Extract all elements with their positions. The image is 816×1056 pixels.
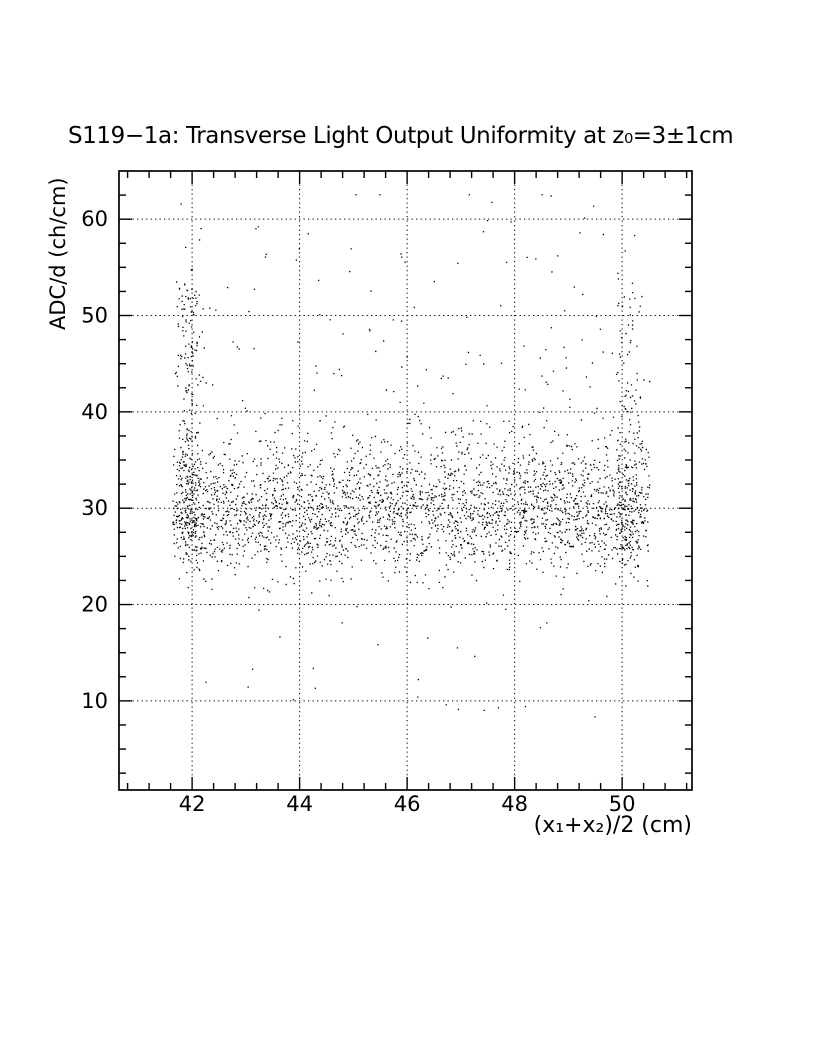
axis-ticks [119,171,692,790]
x-tick-label: 50 [609,792,636,816]
x-tick-labels: 42 44 46 48 50 [179,792,636,816]
y-tick-labels: 10 20 30 40 50 60 [81,207,108,713]
x-axis-label: (x₁+x₂)/2 (cm) [533,813,692,838]
y-tick-label: 30 [81,496,108,520]
y-tick-label: 10 [81,689,108,713]
y-tick-label: 60 [81,207,108,231]
scatter-points [172,194,651,718]
plot-frame [118,170,693,791]
x-tick-label: 48 [501,792,528,816]
chart-title: S119−1a: Transverse Light Output Uniform… [68,123,734,149]
x-tick-label: 42 [179,792,206,816]
y-tick-label: 20 [81,593,108,617]
x-tick-label: 46 [394,792,421,816]
y-tick-label: 50 [81,304,108,328]
y-tick-label: 40 [81,400,108,424]
gridlines [119,171,692,790]
x-tick-label: 44 [286,792,313,816]
